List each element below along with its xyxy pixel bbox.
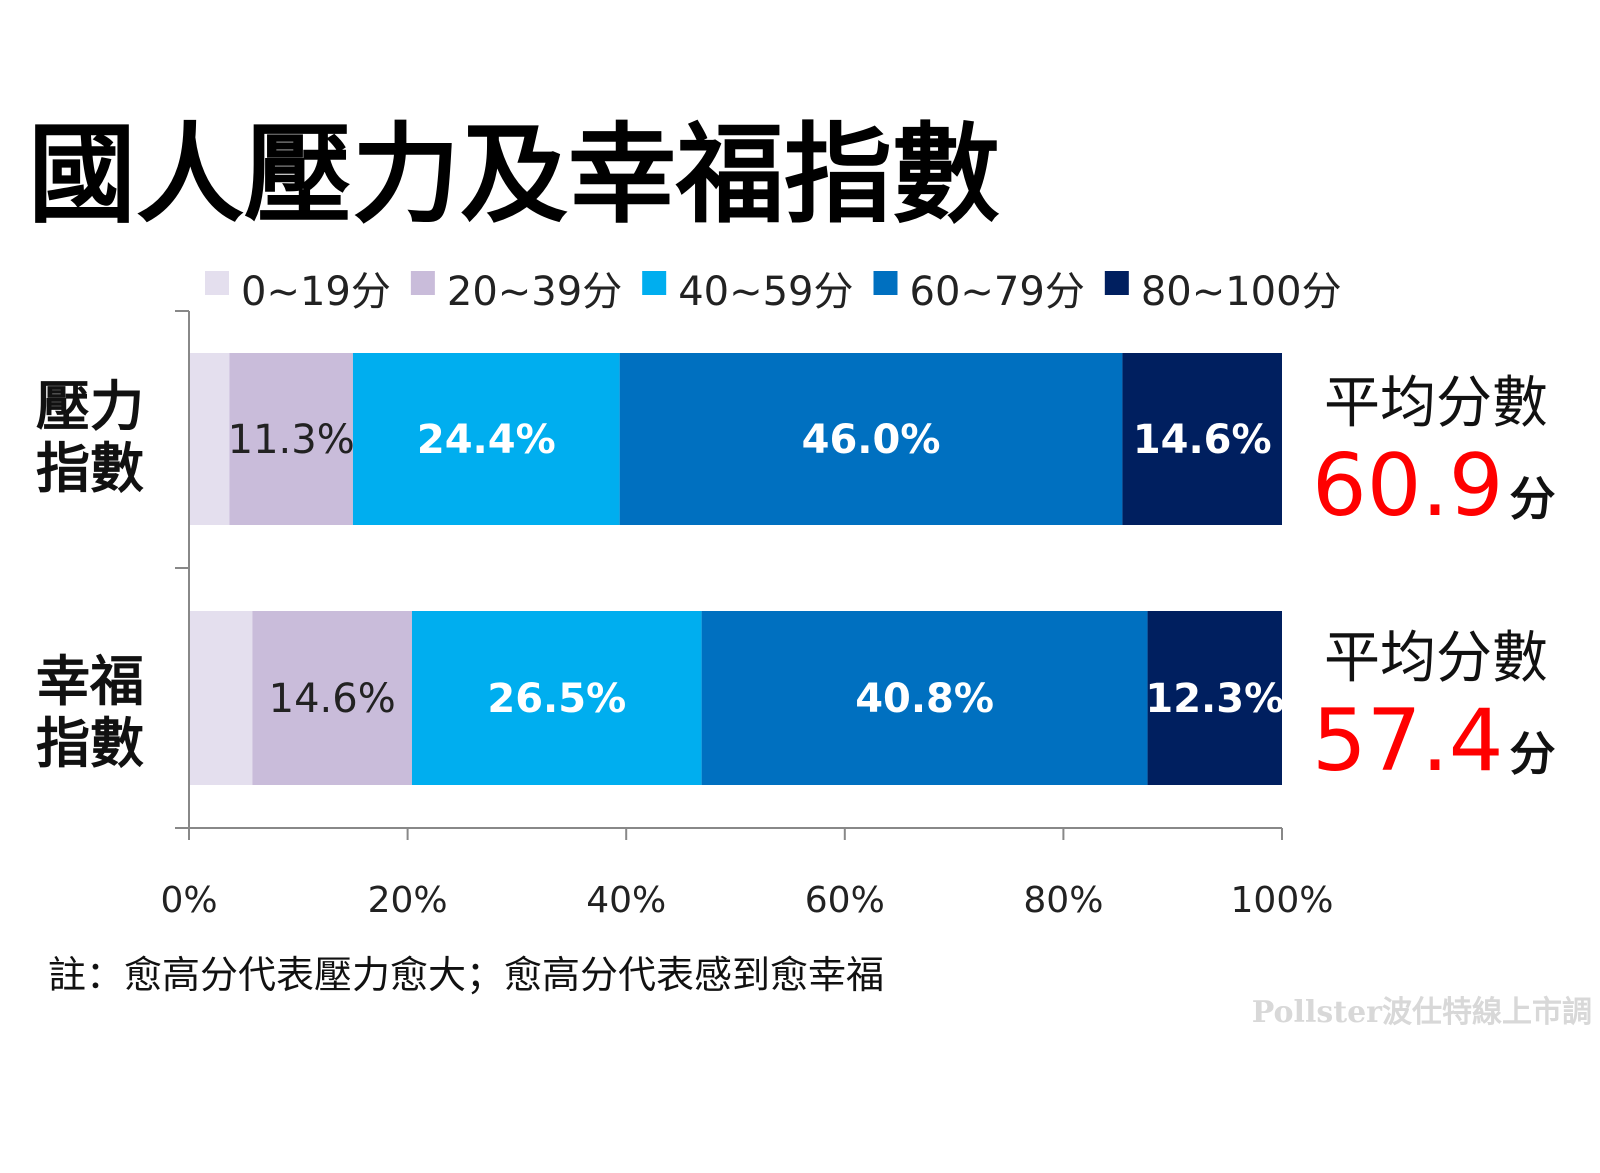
legend-label: 0~19分 bbox=[241, 269, 391, 315]
average-value: 60.9 bbox=[1312, 436, 1503, 536]
average-value: 57.4 bbox=[1312, 691, 1503, 791]
legend-swatch bbox=[410, 271, 435, 295]
legend-label: 40~59分 bbox=[678, 269, 853, 315]
data-label: 26.5% bbox=[487, 676, 626, 722]
average-unit: 分 bbox=[1509, 472, 1555, 526]
legend-label: 20~39分 bbox=[447, 269, 622, 315]
watermark: Pollster波仕特線上市調 bbox=[1252, 995, 1592, 1030]
data-label: 11.3% bbox=[228, 417, 355, 463]
bar-segment bbox=[189, 353, 230, 525]
x-tick-label: 40% bbox=[586, 880, 666, 921]
x-tick-label: 20% bbox=[368, 880, 448, 921]
data-label: 14.6% bbox=[269, 676, 396, 722]
bar-segment bbox=[352, 353, 620, 525]
data-label: 14.6% bbox=[1133, 417, 1272, 463]
category-label: 指數 bbox=[36, 712, 144, 775]
x-tick-label: 0% bbox=[160, 880, 217, 921]
x-tick-label: 100% bbox=[1231, 880, 1334, 921]
bar-segment bbox=[619, 353, 1123, 525]
data-label: 12.3% bbox=[1145, 676, 1284, 722]
axes: 0% 20% 40% 60% 80% 100% bbox=[160, 310, 1334, 921]
data-label: 24.4% bbox=[417, 417, 556, 463]
bar-segment bbox=[229, 353, 353, 525]
bar-segment bbox=[252, 611, 412, 785]
chart-title: 國人壓力及幸福指數 bbox=[28, 113, 1000, 238]
bar-segment bbox=[1122, 353, 1282, 525]
bar-segment bbox=[1147, 611, 1282, 785]
legend: 0~19分 20~39分 40~59分 60~79分 80~100分 bbox=[205, 269, 1342, 315]
bar-segment bbox=[411, 611, 702, 785]
data-label: 40.8% bbox=[855, 676, 994, 722]
bars: 11.3% 24.4% 46.0% 14.6% 14.6% 26.5% 40.8% 12.3% bbox=[189, 353, 1284, 785]
x-tick-label: 60% bbox=[805, 880, 885, 921]
data-label: 46.0% bbox=[802, 417, 941, 463]
category-label: 壓力 bbox=[36, 375, 144, 438]
category-label: 指數 bbox=[36, 437, 144, 500]
x-tick-label: 80% bbox=[1023, 880, 1103, 921]
legend-swatch bbox=[873, 271, 898, 295]
average-label: 平均分數 bbox=[1324, 626, 1548, 691]
average-unit: 分 bbox=[1509, 727, 1555, 781]
legend-swatch bbox=[205, 271, 229, 295]
bar-segment bbox=[701, 611, 1148, 785]
legend-label: 60~79分 bbox=[910, 269, 1085, 315]
category-label: 幸福 bbox=[36, 650, 144, 713]
legend-swatch bbox=[642, 271, 667, 295]
chart-note: 註：愈高分代表壓力愈大；愈高分代表感到愈幸福 bbox=[48, 953, 884, 997]
legend-swatch bbox=[1104, 271, 1129, 295]
legend-label: 80~100分 bbox=[1141, 269, 1342, 315]
average-label: 平均分數 bbox=[1324, 371, 1548, 436]
bar-segment bbox=[189, 611, 253, 785]
